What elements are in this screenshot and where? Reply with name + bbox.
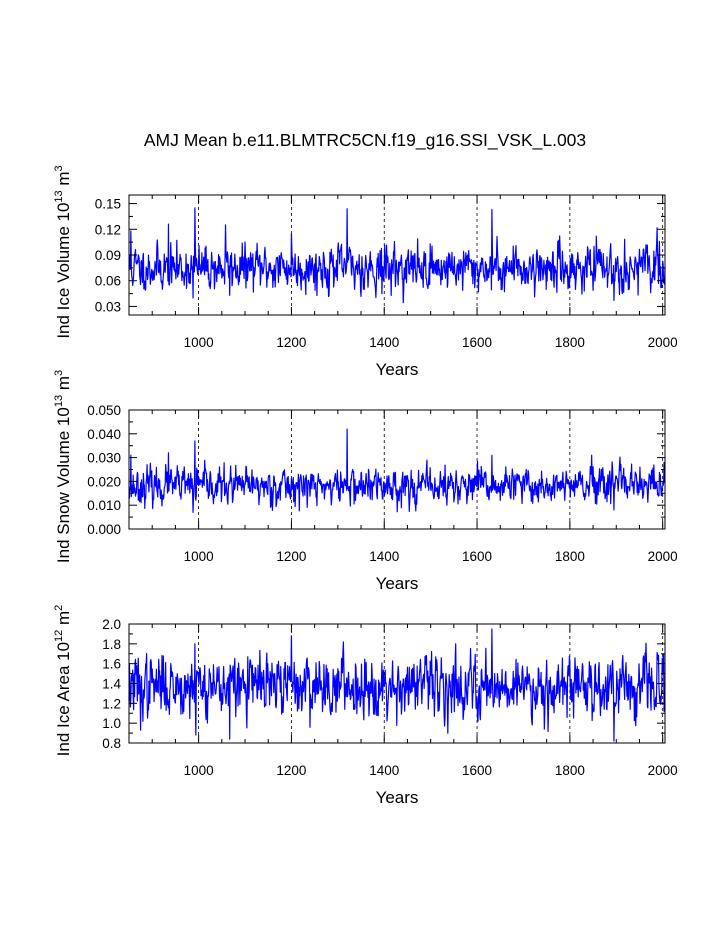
- panel-ice-volume: 0.03 0.06 0.09 0.12 0.15 1000 1200 1400 1600 180…: [53, 165, 678, 379]
- y-tick-label: 0.15: [95, 197, 121, 212]
- y-tick-label: 0.8: [102, 736, 121, 751]
- y-tick-label: 1.2: [102, 696, 121, 711]
- x-gridlines: [198, 624, 664, 743]
- y-axis-label-main: Ind Ice Volume 10: [54, 203, 73, 339]
- x-tick-label: 2000: [648, 549, 678, 564]
- y-axis-label-exponent: 13: [53, 190, 65, 202]
- ice-area-series-line: [128, 628, 666, 742]
- x-tick-label: 1200: [276, 335, 306, 350]
- snow-volume-series-line: [128, 428, 666, 513]
- plot-frame: [128, 194, 666, 316]
- y-tick-labels: 0.03 0.06 0.09 0.12 0.15: [95, 197, 121, 315]
- y-axis-label-unit-exponent: 3: [53, 165, 65, 171]
- x-tick-label: 1800: [555, 763, 585, 778]
- x-axis-label: Years: [376, 788, 419, 807]
- x-tick-label: 1000: [184, 335, 214, 350]
- y-axis-label-unit-exponent: 2: [53, 605, 65, 611]
- x-axis-label: Years: [376, 360, 419, 379]
- x-tick-label: 1600: [462, 763, 492, 778]
- y-tick-label: 0.12: [95, 222, 121, 237]
- y-tick-label: 0.03: [95, 299, 121, 314]
- x-axis-label: Years: [376, 574, 419, 593]
- y-tick-label: 0.000: [87, 522, 121, 537]
- y-axis-label-unit: m: [54, 171, 73, 190]
- y-axis-label: Ind Ice Volume 1013 m3: [53, 165, 73, 338]
- y-axis-label: Ind Ice Area 1012 m2: [53, 605, 73, 757]
- axis-ticks: [128, 623, 665, 744]
- x-tick-label: 1200: [276, 549, 306, 564]
- x-gridlines: [198, 410, 664, 529]
- y-tick-label: 1.4: [102, 677, 121, 692]
- x-tick-labels: 1000 1200 1400 1600 1800 2000: [184, 549, 678, 564]
- x-tick-label: 1400: [369, 549, 399, 564]
- x-tick-label: 2000: [648, 335, 678, 350]
- y-axis-label-main: Ind Snow Volume 10: [54, 407, 73, 563]
- panel-ice-area: 0.8 1.0 1.2 1.4 1.6 1.8 2.0 1000 1200 1400 1600 18…: [53, 605, 678, 807]
- y-tick-label: 0.040: [87, 427, 121, 442]
- x-tick-label: 1600: [462, 335, 492, 350]
- y-tick-label: 0.020: [87, 474, 121, 489]
- x-tick-label: 1800: [555, 335, 585, 350]
- x-tick-labels: 1000 1200 1400 1600 1800 2000: [184, 763, 678, 778]
- y-axis-label-unit: m: [54, 376, 73, 395]
- x-tick-label: 1400: [369, 763, 399, 778]
- plot-frame: [128, 409, 666, 530]
- y-tick-labels: 0.000 0.010 0.020 0.030 0.040 0.050: [87, 403, 121, 537]
- y-tick-label: 0.050: [87, 403, 121, 418]
- x-tick-label: 1000: [184, 549, 214, 564]
- axis-ticks: [128, 195, 665, 315]
- x-tick-label: 1600: [462, 549, 492, 564]
- x-tick-label: 1000: [184, 763, 214, 778]
- y-tick-labels: 0.8 1.0 1.2 1.4 1.6 1.8 2.0: [102, 617, 121, 751]
- x-tick-label: 1200: [276, 763, 306, 778]
- y-axis-label-unit-exponent: 3: [53, 370, 65, 376]
- y-tick-label: 1.6: [102, 657, 121, 672]
- y-tick-label: 1.0: [102, 716, 121, 731]
- y-tick-label: 0.030: [87, 451, 121, 466]
- y-axis-label: Ind Snow Volume 1013 m3: [53, 370, 73, 563]
- plot-frame: [128, 623, 666, 744]
- y-axis-label-exponent: 13: [53, 395, 65, 407]
- y-axis-label-unit: m: [54, 611, 73, 630]
- y-tick-label: 0.010: [87, 498, 121, 513]
- y-axis-label-main: Ind Ice Area 10: [54, 642, 73, 756]
- x-tick-label: 1400: [369, 335, 399, 350]
- y-axis-label-exponent: 12: [53, 630, 65, 642]
- y-tick-label: 1.8: [102, 637, 121, 652]
- ice-volume-series-line: [128, 207, 666, 304]
- x-tick-labels: 1000 1200 1400 1600 1800 2000: [184, 335, 678, 350]
- y-tick-label: 0.09: [95, 248, 121, 263]
- y-tick-label: 2.0: [102, 617, 121, 632]
- x-tick-label: 1800: [555, 549, 585, 564]
- chart-title: AMJ Mean b.e11.BLMTRC5CN.f19_g16.SSI_VSK…: [144, 130, 586, 151]
- x-tick-label: 2000: [648, 763, 678, 778]
- y-tick-label: 0.06: [95, 274, 121, 289]
